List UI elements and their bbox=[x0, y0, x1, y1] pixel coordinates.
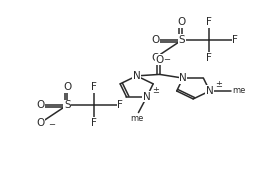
Text: N: N bbox=[206, 86, 214, 96]
Text: O: O bbox=[155, 54, 164, 65]
Text: me: me bbox=[232, 86, 246, 95]
Text: N: N bbox=[179, 73, 187, 83]
Text: F: F bbox=[206, 17, 211, 27]
Text: ±: ± bbox=[152, 86, 159, 94]
Text: O: O bbox=[63, 82, 71, 92]
Text: S: S bbox=[64, 100, 71, 110]
Text: F: F bbox=[206, 53, 211, 63]
Text: N: N bbox=[143, 92, 151, 102]
Text: F: F bbox=[118, 100, 123, 110]
Text: N: N bbox=[133, 71, 141, 81]
Text: −: − bbox=[48, 120, 55, 129]
Text: O: O bbox=[178, 17, 186, 27]
Text: S: S bbox=[179, 35, 185, 45]
Text: O: O bbox=[151, 35, 160, 45]
Text: me: me bbox=[130, 114, 144, 123]
Text: −: − bbox=[163, 55, 170, 64]
Text: O: O bbox=[36, 100, 45, 110]
Text: O: O bbox=[36, 118, 45, 128]
Text: O: O bbox=[151, 53, 160, 63]
Text: ±: ± bbox=[215, 80, 222, 89]
Text: F: F bbox=[91, 118, 97, 128]
Text: F: F bbox=[232, 35, 238, 45]
Text: F: F bbox=[91, 82, 97, 92]
